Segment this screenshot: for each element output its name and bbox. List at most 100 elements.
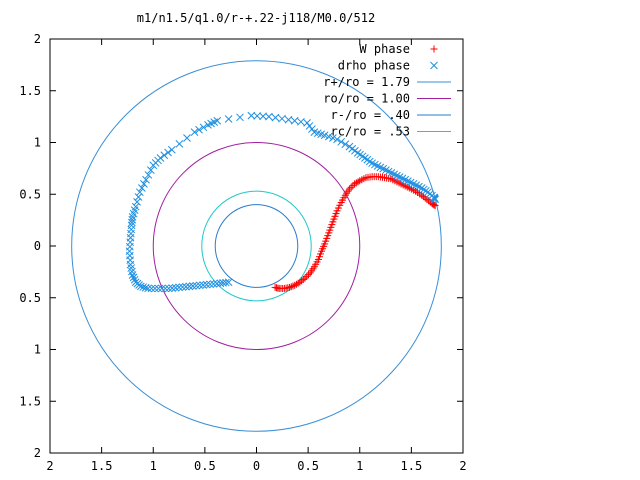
drho-phase-point bbox=[373, 162, 382, 170]
x-tick-label: 1.5 bbox=[91, 459, 113, 473]
drho-phase-point bbox=[175, 283, 183, 292]
drho-phase-point bbox=[329, 134, 337, 142]
drho-phase-point bbox=[206, 280, 214, 289]
x-tick-label: 0.5 bbox=[194, 459, 216, 473]
drho-phase-point bbox=[209, 280, 218, 288]
drho-phase-point bbox=[130, 275, 139, 284]
data-points bbox=[125, 111, 439, 293]
drho-phase-point bbox=[219, 279, 227, 287]
w-phase-point bbox=[403, 183, 411, 191]
drho-phase-point bbox=[127, 225, 136, 234]
legend-marker-sample bbox=[430, 45, 438, 53]
w-phase-point bbox=[332, 210, 340, 218]
w-phase-point bbox=[326, 226, 334, 234]
drho-phase-point bbox=[185, 282, 194, 291]
drho-phase-point bbox=[167, 145, 176, 154]
w-phase-point bbox=[323, 234, 331, 242]
drho-phase-point bbox=[341, 140, 350, 149]
drho-phase-point bbox=[161, 284, 170, 293]
w-phase-point bbox=[284, 284, 292, 292]
x-tick-label: 1 bbox=[150, 459, 157, 473]
w-phase-point bbox=[329, 218, 337, 226]
y-tick-label: 1 bbox=[34, 343, 41, 357]
y-tick-label: 2 bbox=[34, 446, 41, 460]
drho-phase-point bbox=[141, 283, 150, 292]
y-tick-label: 0.5 bbox=[19, 291, 41, 305]
drho-phase-point bbox=[421, 186, 430, 195]
w-phase-point bbox=[303, 272, 311, 280]
x-tick-label: 0 bbox=[253, 459, 260, 473]
reference-circle-2 bbox=[214, 204, 299, 288]
drho-phase-point bbox=[365, 157, 374, 166]
drho-phase-point bbox=[129, 273, 138, 282]
drho-phase-point bbox=[202, 280, 211, 289]
x-tick-label: 2 bbox=[46, 459, 53, 473]
y-tick-label: 0 bbox=[34, 239, 41, 253]
drho-phase-point bbox=[175, 140, 184, 148]
drho-phase-point bbox=[146, 166, 155, 174]
x-tick-label: 2 bbox=[459, 459, 466, 473]
drho-phase-point bbox=[284, 115, 293, 124]
w-phase-point bbox=[299, 275, 307, 283]
drho-phase-point bbox=[406, 178, 415, 187]
drho-phase-point bbox=[415, 182, 423, 191]
drho-phase-point bbox=[199, 123, 208, 132]
drho-phase-point bbox=[324, 132, 333, 141]
drho-phase-point bbox=[154, 284, 163, 293]
drho-phase-point bbox=[351, 146, 359, 155]
w-phase-point bbox=[304, 271, 312, 279]
w-phase-point bbox=[430, 201, 438, 209]
drho-phase-point bbox=[182, 282, 190, 291]
legend-label: rc/ro = .53 bbox=[331, 125, 410, 139]
drho-phase-point bbox=[160, 151, 169, 160]
drho-phase-point bbox=[134, 193, 143, 201]
drho-phase-point bbox=[139, 283, 148, 291]
reference-circle-0 bbox=[71, 60, 442, 432]
legend-marker-sample bbox=[430, 61, 438, 70]
drho-phase-point bbox=[130, 206, 139, 214]
axis-ticks: 2 1.5 1 0.5 0 0.5 1 1.5 221.510.500.511.52 bbox=[19, 32, 466, 473]
legend-label: r+/ro = 1.79 bbox=[323, 75, 410, 89]
drho-phase-point bbox=[308, 125, 316, 133]
drho-phase-point bbox=[188, 282, 197, 290]
w-phase-point bbox=[397, 180, 405, 188]
legend-label: ro/ro = 1.00 bbox=[323, 92, 410, 106]
drho-phase-point bbox=[164, 148, 172, 157]
chart-title: m1/n1.5/q1.0/r-+.22-j118/M0.0/512 bbox=[137, 11, 375, 25]
drho-phase-point bbox=[125, 251, 134, 260]
drho-phase-point bbox=[195, 281, 204, 290]
reference-circle-3 bbox=[201, 190, 312, 302]
drho-phase-point bbox=[337, 137, 346, 146]
x-tick-label: 1.5 bbox=[401, 459, 423, 473]
w-phase-point bbox=[391, 177, 399, 185]
w-phase-point bbox=[289, 282, 297, 290]
drho-phase-point bbox=[128, 218, 136, 227]
drho-phase-point bbox=[390, 170, 399, 179]
drho-phase-point bbox=[224, 115, 233, 123]
drho-phase-point bbox=[190, 128, 199, 137]
y-tick-label: 1.5 bbox=[19, 394, 41, 408]
drho-phase-point bbox=[138, 184, 146, 192]
drho-phase-point bbox=[430, 194, 439, 203]
drho-phase-point bbox=[142, 175, 150, 184]
drho-phase-point bbox=[236, 113, 244, 122]
drho-phase-point bbox=[192, 281, 201, 290]
drho-phase-point bbox=[168, 284, 177, 292]
drho-phase-point bbox=[171, 283, 180, 292]
drho-phase-point bbox=[290, 116, 299, 125]
reference-circles bbox=[71, 60, 442, 432]
drho-phase-point bbox=[199, 281, 208, 289]
w-phase-point bbox=[336, 201, 344, 209]
w-phase-point bbox=[317, 250, 325, 258]
x-tick-label: 1 bbox=[356, 459, 363, 473]
drho-phase-point bbox=[265, 112, 273, 121]
drho-phase-point bbox=[222, 278, 230, 287]
drho-phase-point bbox=[135, 188, 144, 197]
drho-phase-point bbox=[127, 264, 136, 272]
w-phase-point bbox=[354, 178, 362, 186]
drho-phase-point bbox=[333, 135, 341, 144]
w-phase-point bbox=[360, 175, 368, 183]
drho-phase-point bbox=[154, 156, 162, 165]
legend-label: drho phase bbox=[338, 59, 410, 73]
drho-phase-point bbox=[128, 215, 137, 224]
